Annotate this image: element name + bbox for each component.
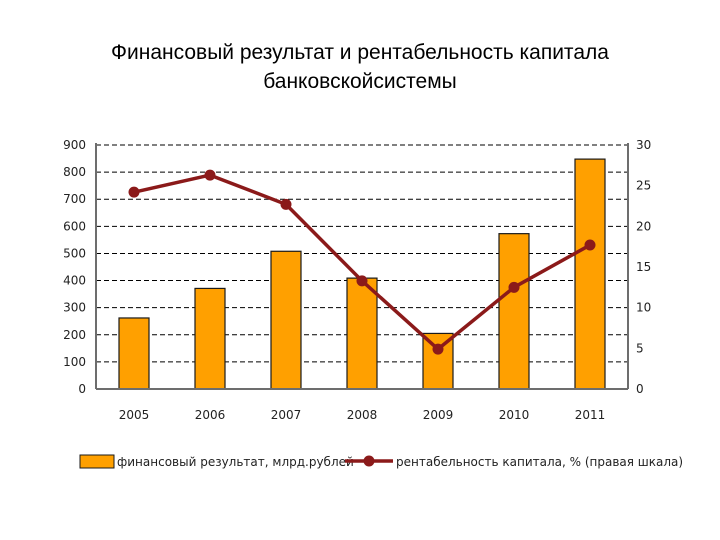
rentability-point	[204, 169, 216, 181]
right-axis-tick-label: 15	[636, 260, 651, 274]
legend: финансовый результат, млрд.рублей рентабе…	[79, 454, 683, 469]
rentability-point	[280, 198, 292, 210]
bar	[346, 277, 378, 390]
chart-title-line-1: Финансовый результат и рентабельность ка…	[111, 41, 609, 64]
rentability-point	[432, 343, 444, 355]
right-axis-tick-label: 10	[636, 301, 651, 315]
rentability-point	[508, 281, 520, 293]
bar-series	[118, 158, 606, 390]
right-axis-tick-label: 5	[636, 341, 644, 355]
rentability-point	[584, 239, 596, 251]
left-axis-tick-label: 900	[63, 138, 86, 152]
grid-lines	[96, 144, 628, 363]
right-axis-tick-label: 0	[636, 382, 644, 396]
x-axis-tick-label: 2005	[119, 408, 150, 422]
axes: 0 100 200 300 400 500 600 700 800 900 0 5 10 15 20 25 30…	[63, 138, 651, 422]
legend-bar-label: финансовый результат, млрд.рублей	[117, 455, 354, 469]
legend-line-label: рентабельность капитала, % (правая шкала…	[396, 455, 683, 469]
x-axis-tick-label: 2009	[423, 408, 454, 422]
right-axis-tick-label: 20	[636, 219, 651, 233]
left-axis-tick-label: 0	[78, 382, 86, 396]
left-axis-tick-label: 800	[63, 165, 86, 179]
rentability-point	[356, 275, 368, 287]
legend-bar-swatch	[79, 454, 115, 469]
bar	[270, 250, 302, 390]
left-axis-tick-label: 200	[63, 328, 86, 342]
right-axis-tick-label: 25	[636, 179, 651, 193]
rentability-point	[128, 186, 140, 198]
x-axis-tick-label: 2008	[347, 408, 378, 422]
left-axis-tick-label: 300	[63, 301, 86, 315]
x-axis-tick-label: 2010	[499, 408, 530, 422]
left-axis-tick-label: 500	[63, 246, 86, 260]
bar	[194, 287, 226, 390]
legend-line-marker	[363, 455, 375, 467]
bar	[498, 233, 530, 390]
left-axis-tick-label: 400	[63, 274, 86, 288]
bar	[574, 158, 606, 390]
left-axis-tick-label: 700	[63, 192, 86, 206]
chart-title: Финансовый результат и рентабельность ка…	[0, 38, 720, 96]
bar	[118, 317, 150, 390]
x-axis-tick-label: 2007	[271, 408, 302, 422]
line-series	[128, 169, 596, 355]
right-axis-tick-label: 30	[636, 138, 651, 152]
left-axis-tick-label: 100	[63, 355, 86, 369]
left-axis-tick-label: 600	[63, 219, 86, 233]
chart-title-line-2: банковскойсистемы	[263, 70, 457, 93]
x-axis-tick-label: 2011	[575, 408, 606, 422]
x-axis-tick-label: 2006	[195, 408, 226, 422]
